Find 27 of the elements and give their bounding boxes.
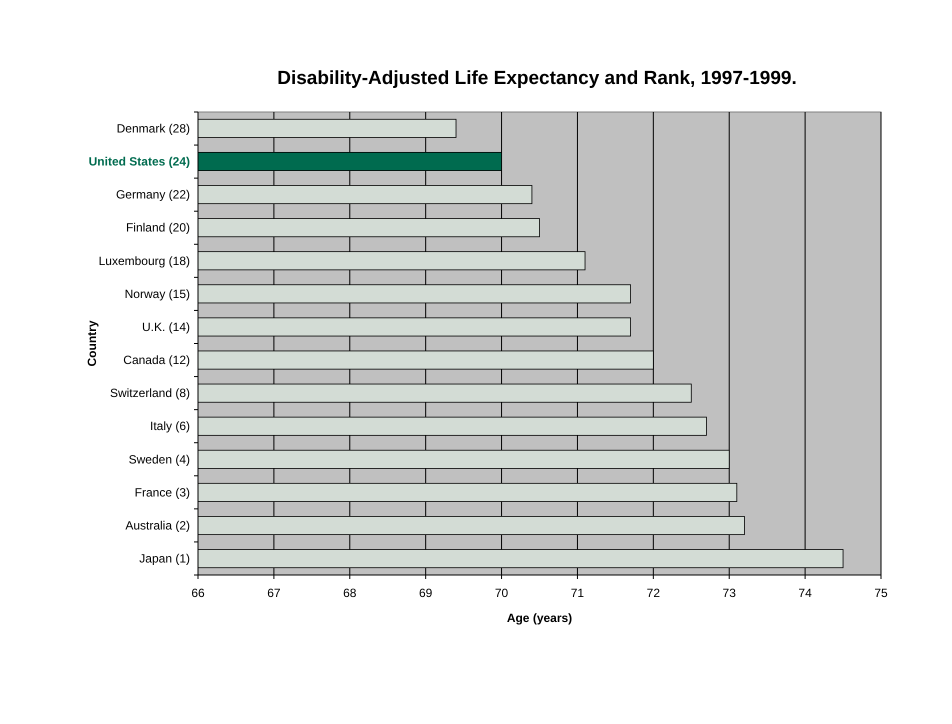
y-tick-label: Japan (1) — [139, 552, 190, 566]
y-tick-label: Finland (20) — [126, 220, 190, 235]
y-tick-label: France (3) — [134, 485, 190, 500]
x-tick-label: 69 — [418, 586, 433, 600]
y-axis-title: Country — [85, 320, 99, 366]
y-tick-label: Canada (12) — [123, 353, 190, 368]
x-tick-label: 67 — [267, 586, 281, 600]
x-tick-label: 73 — [722, 586, 736, 600]
x-tick-label: 66 — [191, 586, 205, 600]
y-tick-label: Italy (6) — [150, 419, 190, 434]
x-tick-label: 71 — [570, 586, 584, 600]
x-tick-label: 70 — [494, 586, 509, 600]
x-tick-label: 74 — [798, 586, 812, 600]
y-tick-label: Australia (2) — [125, 518, 190, 533]
y-tick-label: United States (24) — [88, 154, 190, 168]
x-axis-title: Age (years) — [506, 611, 572, 625]
x-tick-label: 75 — [874, 586, 888, 600]
chart-title: Disability-Adjusted Life Expectancy and Rank, 1997-1999. — [277, 68, 797, 89]
y-tick-label: Germany (22) — [116, 188, 190, 202]
y-tick-label: Luxembourg (18) — [98, 254, 190, 268]
y-tick-label: Sweden (4) — [128, 452, 190, 466]
y-tick-label: Norway (15) — [124, 286, 190, 301]
y-tick-label: Denmark (28) — [116, 121, 190, 136]
y-tick-label: U.K. (14) — [142, 320, 190, 334]
x-tick-label: 68 — [343, 586, 357, 600]
x-tick-label: 72 — [646, 586, 660, 600]
y-tick-label: Switzerland (8) — [110, 386, 190, 400]
